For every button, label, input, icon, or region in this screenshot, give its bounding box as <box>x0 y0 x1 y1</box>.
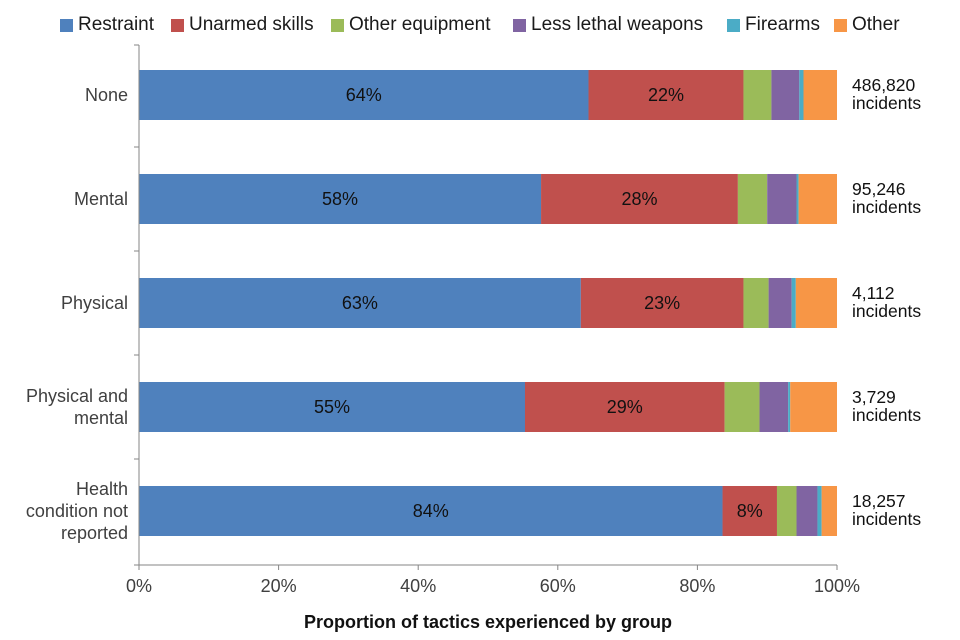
incident-count-line: incidents <box>852 509 922 529</box>
bar-none-other-equipment <box>743 70 772 120</box>
bar-physical-unarmed-skills <box>580 278 744 328</box>
bar-none-less-lethal-weapons <box>771 70 800 120</box>
incident-count-none: 486,820 incidents <box>852 76 921 112</box>
data-label-physical-and-mental-unarmed-skills: 29% <box>607 397 643 417</box>
incident-count-line: 4,112 <box>852 283 895 303</box>
x-tick-label: 40% <box>400 576 437 596</box>
legend-swatch-firearms <box>727 18 740 32</box>
bar-none-firearms <box>799 70 804 120</box>
x-tick-label: 100% <box>813 576 861 596</box>
bar-mental-restraint <box>139 174 542 224</box>
y-axis-label-mental: Mental <box>74 188 128 210</box>
data-label-health-condition-not-reported-restraint: 84% <box>413 501 449 521</box>
axes-layer <box>134 44 838 570</box>
bar-health-condition-not-reported-other <box>821 486 837 536</box>
bar-physical-and-mental-firearms <box>788 382 791 432</box>
legend-swatch-less-lethal-weapons <box>513 18 526 32</box>
bar-none-unarmed-skills <box>588 70 744 120</box>
legend-label-firearms: Firearms <box>745 14 820 35</box>
legend-item-other-equipment: Other equipment <box>331 12 491 38</box>
incident-count-physical-and-mental: 3,729 incidents <box>852 388 921 424</box>
legend-item-less-lethal-weapons: Less lethal weapons <box>513 12 703 38</box>
bar-physical-and-mental-less-lethal-weapons <box>759 382 789 432</box>
incident-count-line: incidents <box>852 197 922 217</box>
legend-item-other: Other <box>834 12 900 38</box>
incident-count-line: 486,820 <box>852 75 916 95</box>
legend-label-less-lethal-weapons: Less lethal weapons <box>531 14 704 35</box>
y-axis-label-none: None <box>85 84 128 106</box>
bar-physical-restraint <box>139 278 581 328</box>
data-label-physical-restraint: 63% <box>342 293 378 313</box>
bar-layer: 64% 22% 58% 28% 63% 23% 55% 29% 84% 8% <box>139 70 837 536</box>
data-label-mental-restraint: 58% <box>322 189 358 209</box>
bar-health-condition-not-reported-less-lethal-weapons <box>796 486 818 536</box>
incident-count-line: 3,729 <box>852 387 896 407</box>
legend-label-restraint: Restraint <box>78 14 155 35</box>
bar-health-condition-not-reported-firearms <box>817 486 822 536</box>
data-label-none-unarmed-skills: 22% <box>648 85 684 105</box>
legend-label-other-equipment: Other equipment <box>349 14 491 35</box>
bar-physical-and-mental-other-equipment <box>724 382 760 432</box>
y-axis-label-line: reported <box>60 523 128 543</box>
x-tick-label: 0% <box>125 576 153 596</box>
y-axis-label-line: condition not <box>25 501 128 521</box>
bar-health-condition-not-reported-other-equipment <box>776 486 797 536</box>
x-axis-title: Proportion of tactics experienced by gro… <box>303 612 673 632</box>
x-tick-label: 20% <box>260 576 297 596</box>
incident-count-mental: 95,246 incidents <box>852 180 921 216</box>
y-axis-label-physical: Physical <box>61 292 128 314</box>
data-label-health-condition-not-reported-unarmed-skills: 8% <box>737 501 763 521</box>
bar-mental-other <box>798 174 837 224</box>
bar-health-condition-not-reported-restraint <box>139 486 723 536</box>
x-tick-label: 80% <box>679 576 716 596</box>
legend-swatch-unarmed-skills <box>171 18 184 32</box>
legend-swatch-restraint <box>60 18 73 32</box>
legend-label-other: Other <box>852 14 900 35</box>
data-label-physical-and-mental-restraint: 55% <box>314 397 350 417</box>
x-tick-label: 60% <box>539 576 576 596</box>
bar-physical-and-mental-restraint <box>139 382 525 432</box>
incident-count-line: 95,246 <box>852 179 906 199</box>
data-label-physical-unarmed-skills: 23% <box>644 293 680 313</box>
y-axis-label-line: Health <box>75 479 128 499</box>
bar-none-restraint <box>139 70 589 120</box>
incident-count-line: incidents <box>852 301 922 321</box>
incident-count-line: incidents <box>852 93 922 113</box>
legend-item-firearms: Firearms <box>727 12 820 38</box>
incident-count-physical: 4,112 incidents <box>852 284 921 320</box>
bar-physical-and-mental-unarmed-skills <box>524 382 725 432</box>
y-axis-label-line: Physical <box>60 293 128 313</box>
bar-mental-unarmed-skills <box>541 174 738 224</box>
y-axis-label-line: None <box>84 85 128 105</box>
bar-health-condition-not-reported-unarmed-skills <box>722 486 777 536</box>
y-axis-label-health-condition-not-reported: Health condition not reported <box>26 478 128 544</box>
y-axis-label-line: Mental <box>73 189 128 209</box>
bar-physical-other <box>795 278 837 328</box>
legend-label-unarmed-skills: Unarmed skills <box>189 14 314 35</box>
bar-mental-firearms <box>796 174 799 224</box>
incident-count-health-condition-not-reported: 18,257 incidents <box>852 492 921 528</box>
legend-swatch-other-equipment <box>331 18 344 32</box>
bar-physical-other-equipment <box>743 278 769 328</box>
data-label-none-restraint: 64% <box>346 85 382 105</box>
y-axis-label-line: mental <box>73 408 128 428</box>
bar-mental-less-lethal-weapons <box>767 174 797 224</box>
legend-item-unarmed-skills: Unarmed skills <box>171 12 314 38</box>
bar-physical-less-lethal-weapons <box>768 278 792 328</box>
data-label-mental-unarmed-skills: 28% <box>621 189 657 209</box>
incident-count-line: incidents <box>852 405 922 425</box>
bar-mental-other-equipment <box>737 174 768 224</box>
bar-physical-firearms <box>791 278 796 328</box>
y-axis-label-physical-and-mental: Physical and mental <box>26 385 128 429</box>
legend-swatch-other <box>834 18 847 32</box>
incident-count-line: 18,257 <box>852 491 906 511</box>
bar-none-other <box>803 70 837 120</box>
bar-physical-and-mental-other <box>790 382 837 432</box>
legend-item-restraint: Restraint <box>60 12 154 38</box>
y-axis-label-line: Physical and <box>25 386 128 406</box>
